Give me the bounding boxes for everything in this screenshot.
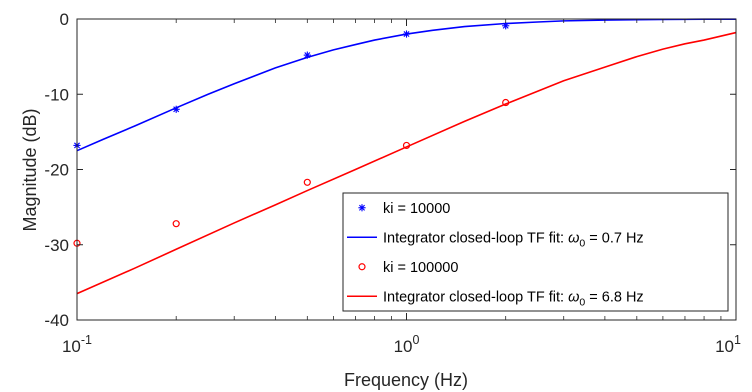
- legend-circle-marker: [358, 263, 366, 271]
- axes-layer: 0 -10 -20 -30 -40 10-1 100 101: [44, 10, 741, 356]
- legend-entry-1: Integrator closed-loop TF fit: ω0 = 0.7 …: [347, 230, 644, 249]
- series-line-1: [76, 18, 737, 152]
- y-tick-label: 0: [60, 10, 69, 29]
- y-tick-label: -40: [44, 311, 69, 330]
- y-tick-label: -10: [44, 85, 69, 104]
- y-tick-label: -20: [44, 161, 69, 180]
- legend-label: Integrator closed-loop TF fit: ω0 = 6.8 …: [383, 289, 644, 308]
- x-tick-label: 100: [394, 333, 420, 356]
- legend-label: ki = 100000: [383, 260, 458, 276]
- x-tick-label: 10-1: [62, 333, 92, 356]
- legend-entry-0: ki = 10000: [358, 201, 450, 217]
- series-line-3: [76, 31, 737, 295]
- legend: ki = 10000 Integrator closed-loop TF fit:…: [342, 192, 729, 312]
- legend-label: Integrator closed-loop TF fit: ω0 = 0.7 …: [383, 230, 644, 249]
- data-point-2-2: [303, 178, 311, 186]
- legend-box: [342, 192, 729, 312]
- x-tick-label: 101: [715, 333, 741, 356]
- asterisk-stroke: [359, 204, 365, 211]
- y-axis-label: Magnitude (dB): [20, 108, 40, 231]
- data-point-2-1: [172, 220, 180, 228]
- y-tick-label: -30: [44, 236, 69, 255]
- legend-asterisk-marker: [358, 204, 366, 212]
- series-layer: [73, 18, 737, 295]
- legend-label: ki = 10000: [383, 201, 450, 217]
- legend-entry-2: ki = 100000: [358, 260, 458, 276]
- asterisk-stroke: [304, 52, 311, 59]
- x-axis-label: Frequency (Hz): [344, 370, 468, 390]
- legend-entry-3: Integrator closed-loop TF fit: ω0 = 6.8 …: [347, 289, 644, 308]
